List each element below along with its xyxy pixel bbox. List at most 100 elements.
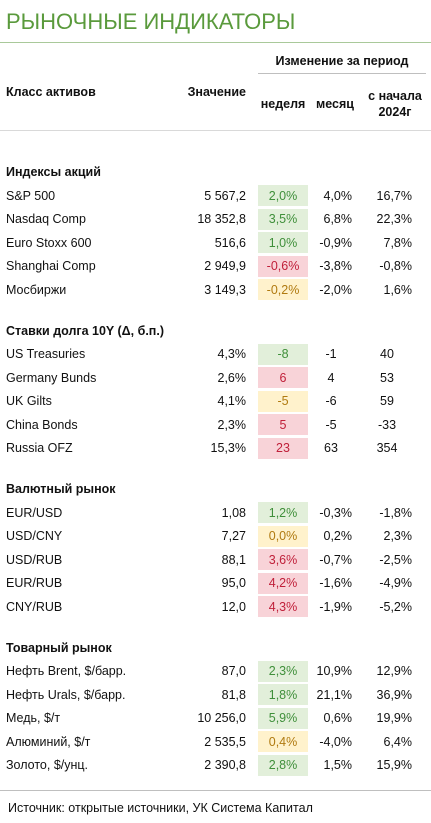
value: 4,1% xyxy=(217,394,247,408)
value: 5 567,2 xyxy=(204,188,246,203)
month-change: -0,3% xyxy=(319,505,352,520)
asset-name: Shanghai Comp xyxy=(6,259,96,273)
value: 3 149,3 xyxy=(204,282,246,297)
group-header: Изменение за период xyxy=(275,54,409,68)
week-cell xyxy=(258,367,308,388)
value: 88,1 xyxy=(221,552,246,567)
ytd-change: 1,6% xyxy=(383,282,413,297)
asset-name: Медь, $/т xyxy=(6,711,61,725)
ytd-change: -33 xyxy=(377,417,397,432)
month-change: 21,1% xyxy=(316,687,352,702)
asset-name: USD/RUB xyxy=(6,552,63,567)
week-cell xyxy=(258,279,308,300)
week-cell xyxy=(258,525,308,547)
week-change: -0,6% xyxy=(266,259,300,273)
asset-name: Нефть Brent, $/барр. xyxy=(6,664,127,678)
ytd-change: 7,8% xyxy=(383,235,413,250)
week-header: неделя xyxy=(260,97,306,111)
ytd-change: 16,7% xyxy=(376,188,412,203)
asset-name: Алюминий, $/т xyxy=(6,734,91,749)
week-change: 0,0% xyxy=(268,529,298,543)
ytd-change: 53 xyxy=(380,370,394,385)
asset-name: Мосбиржи xyxy=(6,282,67,297)
ytd-change: 12,9% xyxy=(376,664,412,678)
week-change: 1,0% xyxy=(268,235,298,250)
month-change: 4,0% xyxy=(323,188,353,203)
ytd-change: 36,9% xyxy=(376,687,412,702)
week-change: 2,8% xyxy=(268,758,298,772)
week-cell xyxy=(258,208,308,230)
asset-name: Euro Stoxx 600 xyxy=(6,235,92,250)
week-change: 0,4% xyxy=(268,734,298,749)
week-change: 1,8% xyxy=(268,687,298,702)
week-cell xyxy=(258,754,308,776)
value: 95,0 xyxy=(221,576,246,590)
asset-name: S&P 500 xyxy=(6,188,56,203)
ytd-change: 22,3% xyxy=(376,212,412,226)
value: 2 535,5 xyxy=(204,734,246,749)
month-change: 63 xyxy=(324,441,338,455)
source: Источник: открытые источники, УК Система… xyxy=(8,801,313,815)
section-title: Валютный рынок xyxy=(6,482,116,496)
ytd-change: 59 xyxy=(380,394,394,408)
value: 7,27 xyxy=(221,529,246,543)
week-cell xyxy=(258,660,308,682)
ytd-header: с начала 2024г xyxy=(368,89,422,119)
month-change: 0,2% xyxy=(323,529,353,543)
week-change: 5,9% xyxy=(268,711,298,725)
month-change: 6,8% xyxy=(323,212,353,226)
week-change: 3,6% xyxy=(268,552,298,567)
section-title: Товарный рынок xyxy=(6,640,112,655)
week-change: 1,2% xyxy=(268,505,298,520)
month-change: -0,9% xyxy=(319,235,352,250)
asset-name: Russia OFZ xyxy=(6,441,73,455)
week-change: 2,3% xyxy=(268,664,298,678)
value: 2,3% xyxy=(217,417,247,432)
month-change: 10,9% xyxy=(316,664,352,678)
asset-name: Золото, $/унц. xyxy=(6,758,89,772)
week-change: 4,2% xyxy=(268,576,298,590)
ytd-change: -0,8% xyxy=(379,259,412,273)
asset-name: CNY/RUB xyxy=(6,599,63,614)
month-change: -1,9% xyxy=(319,599,352,614)
footer-rule xyxy=(0,790,431,791)
asset-name: Nasdaq Comp xyxy=(6,212,86,226)
ytd-change: -1,8% xyxy=(379,505,412,520)
asset-name: USD/CNY xyxy=(6,529,63,543)
ytd-change: -2,5% xyxy=(379,552,412,567)
week-change: -5 xyxy=(277,394,289,408)
week-change: -0,2% xyxy=(266,282,300,297)
ytd-change: 354 xyxy=(376,441,398,455)
month-change: 0,6% xyxy=(323,711,353,725)
month-change: -3,8% xyxy=(319,259,352,273)
title: РЫНОЧНЫЕ ИНДИКАТОРЫ xyxy=(6,9,296,34)
week-change: 5 xyxy=(279,417,287,432)
value: 2 390,8 xyxy=(204,758,246,772)
ytd-change: -4,9% xyxy=(379,576,412,590)
week-cell xyxy=(258,437,308,459)
asset-name: EUR/RUB xyxy=(6,576,63,590)
week-cell xyxy=(258,707,308,729)
value: 1,08 xyxy=(221,505,246,520)
week-change: 23 xyxy=(276,441,290,455)
week-cell xyxy=(258,572,308,594)
month-change: -4,0% xyxy=(319,734,352,749)
month-change: 4 xyxy=(327,370,335,385)
value: 15,3% xyxy=(210,441,246,455)
value: 12,0 xyxy=(221,599,246,614)
week-cell xyxy=(258,414,308,435)
section-title: Индексы акций xyxy=(6,165,101,179)
value: 87,0 xyxy=(221,664,246,678)
week-cell xyxy=(258,731,308,752)
asset-name: EUR/USD xyxy=(6,505,63,520)
month-header: месяц xyxy=(316,97,354,111)
ytd-change: 2,3% xyxy=(383,529,413,543)
value: 4,3% xyxy=(217,347,247,361)
value: 18 352,8 xyxy=(197,212,246,226)
value: 10 256,0 xyxy=(197,711,246,725)
value: 2 949,9 xyxy=(204,259,246,273)
month-change: -1,6% xyxy=(319,576,352,590)
week-cell xyxy=(258,502,308,523)
month-change: -1 xyxy=(325,347,337,361)
